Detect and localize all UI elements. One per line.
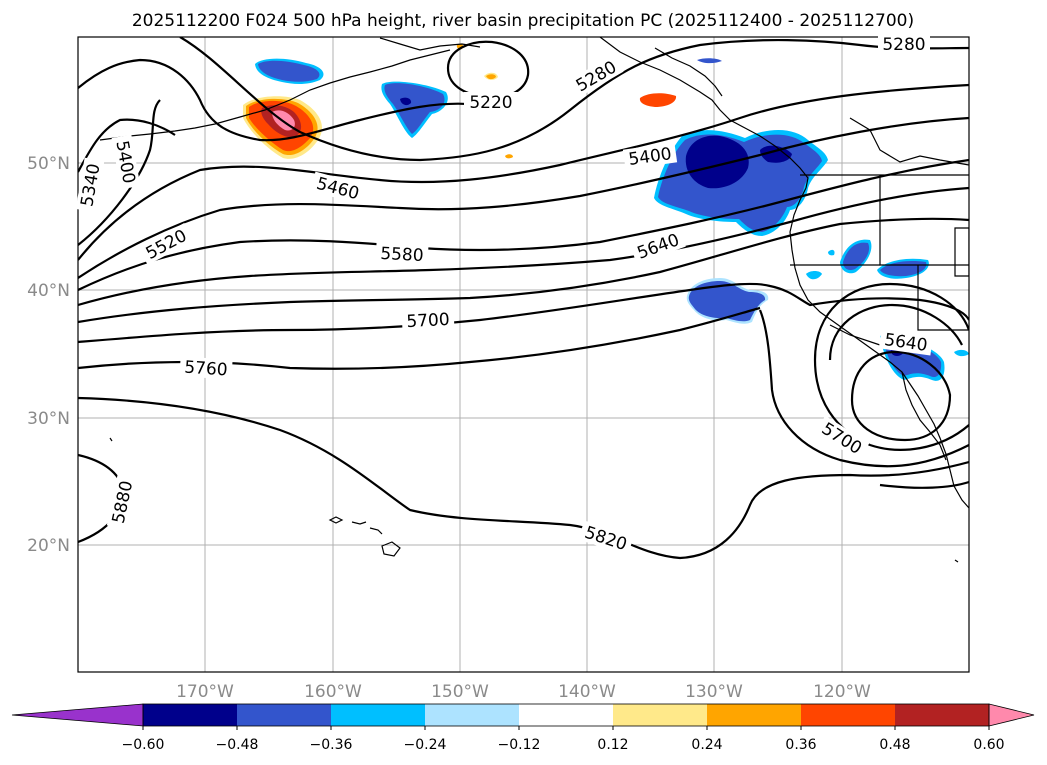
graticule (78, 37, 969, 672)
colorbar: −0.60 −0.48 −0.36 −0.24 −0.12 0.12 0.24 0.36 0.4… (11, 703, 1035, 753)
colorbar-tick-label: −0.12 (498, 737, 541, 753)
colorbar-segment (707, 704, 802, 726)
lon-label: 160°W (304, 682, 362, 702)
lon-label: 120°W (813, 682, 871, 702)
map-frame (77, 36, 970, 673)
colorbar-right-extension (989, 704, 1034, 726)
colorbar-tick-label: 0.24 (691, 737, 722, 753)
lon-label: 170°W (176, 682, 234, 702)
colorbar-tick-label: −0.24 (404, 737, 447, 753)
contour-label: 5760 (184, 358, 229, 381)
colorbar-segment (331, 704, 426, 726)
colorbar-left-extension (12, 704, 143, 726)
colorbar-tick-label: 0.36 (785, 737, 816, 753)
colorbar-segment (143, 704, 238, 726)
colorbar-tick-label: −0.60 (122, 737, 165, 753)
lat-label: 20°N (27, 536, 70, 556)
lat-label: 40°N (27, 281, 70, 301)
map-title: 2025112200 F024 500 hPa height, river ba… (132, 11, 914, 31)
map-background (78, 37, 969, 672)
height-contours (78, 37, 969, 560)
colorbar-segment (895, 704, 990, 726)
colorbar-segment (237, 704, 332, 726)
lat-label: 30°N (27, 409, 70, 429)
contour-label: 5580 (380, 244, 424, 266)
coastlines (99, 37, 969, 563)
precipitation-shading (243, 43, 969, 381)
colorbar-tick-label: −0.36 (310, 737, 353, 753)
lon-label: 130°W (685, 682, 743, 702)
colorbar-segment (425, 704, 520, 726)
longitude-labels: 170°W 160°W 150°W 140°W 130°W 120°W (176, 682, 871, 702)
contour-label: 5220 (469, 93, 512, 113)
contour-label: 5700 (406, 310, 450, 332)
colorbar-segment (519, 704, 614, 726)
lon-label: 150°W (431, 682, 489, 702)
latitude-labels: 50°N 40°N 30°N 20°N (27, 154, 70, 556)
colorbar-tick-label: 0.60 (973, 737, 1004, 753)
lon-label: 140°W (558, 682, 616, 702)
contour-label: 5280 (882, 35, 925, 55)
colorbar-tick-label: 0.48 (879, 737, 910, 753)
lat-label: 50°N (27, 154, 70, 174)
colorbar-segment (801, 704, 896, 726)
colorbar-tick-label: −0.48 (216, 737, 259, 753)
colorbar-segment (613, 704, 708, 726)
colorbar-tick-label: 0.12 (597, 737, 628, 753)
